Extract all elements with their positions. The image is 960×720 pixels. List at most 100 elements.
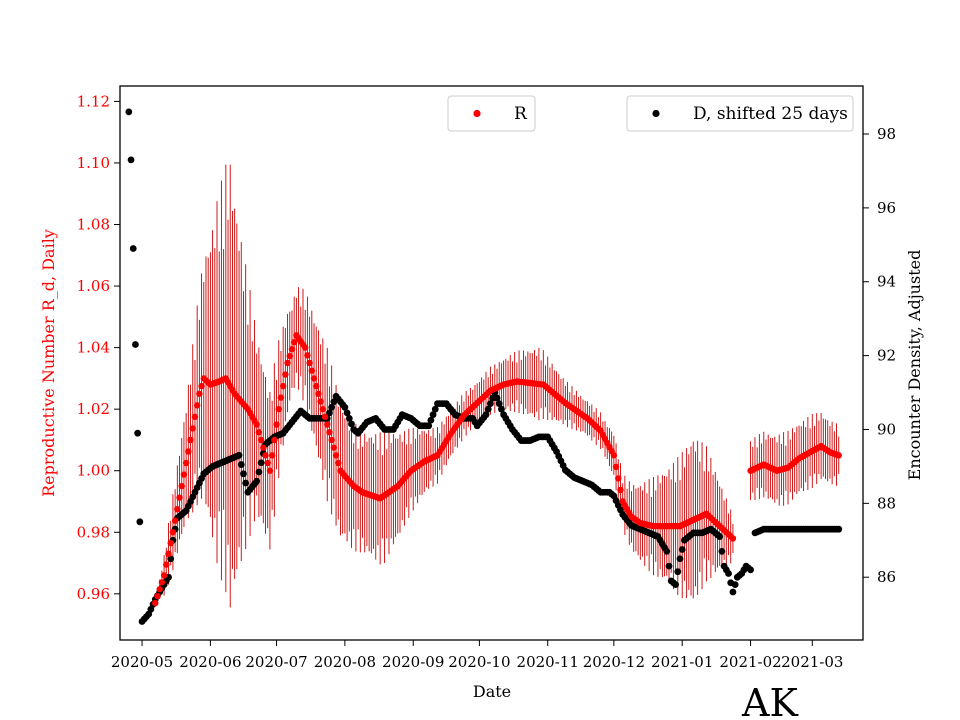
x-tick-label: 2020-09 [382, 653, 444, 671]
r-data-point [273, 421, 280, 428]
d-data-point [731, 581, 739, 588]
d-data-point [348, 420, 355, 428]
d-data-point [495, 400, 503, 408]
x-tick-label: 2020-10 [448, 653, 510, 671]
r-data-point [176, 494, 183, 501]
d-data-point [493, 394, 501, 402]
d-data-point [678, 546, 686, 553]
legend-r-label: R [514, 104, 528, 124]
y-left-tick-label: 1.06 [77, 277, 110, 295]
d-data-point [125, 108, 133, 116]
d-data-point [257, 459, 265, 467]
x-tick-label: 2021-02 [719, 653, 781, 671]
d-data-point [429, 411, 437, 419]
r-series-points [152, 332, 842, 607]
d-data-point [240, 470, 247, 478]
legend-r-marker [473, 109, 481, 118]
r-data-point [610, 452, 618, 459]
y-right-tick-label: 86 [877, 568, 896, 586]
r-data-point [271, 436, 278, 444]
d-data-point [725, 570, 732, 577]
r-data-point [169, 529, 177, 536]
r-data-point [279, 382, 287, 390]
r-data-point [191, 413, 199, 421]
x-tick-label: 2020-05 [111, 653, 173, 671]
r-data-point [193, 402, 201, 409]
y-right-tick-label: 98 [877, 125, 896, 143]
r-data-point [330, 444, 338, 451]
d-data-point [326, 409, 333, 417]
r-data-point [185, 448, 192, 455]
d-data-point [134, 429, 142, 437]
r-data-point [317, 398, 324, 405]
r-data-point [284, 359, 291, 367]
x-axis-label: Date [473, 682, 511, 701]
y-right-axis-label: Encounter Density, Adjusted [905, 250, 924, 481]
y-left-tick-label: 1.08 [77, 216, 110, 234]
d-data-point [242, 479, 250, 487]
r-data-point [257, 436, 265, 444]
y-left-tick-label: 0.98 [77, 523, 110, 541]
r-data-point [156, 586, 163, 593]
d-data-point [676, 555, 684, 563]
y-left-tick-label: 1.12 [77, 92, 110, 110]
r-data-point [178, 482, 185, 490]
d-data-point [672, 581, 679, 588]
r-data-point [282, 371, 289, 378]
r-data-point [835, 452, 842, 459]
d-data-point [136, 518, 144, 526]
r-data-point [310, 375, 318, 382]
r-data-point [304, 352, 311, 359]
r-data-point [306, 359, 313, 367]
d-data-point [835, 525, 843, 533]
y-right-tick-label: 88 [877, 494, 896, 512]
d-data-point [132, 341, 139, 348]
r-data-point [158, 579, 166, 586]
d-data-point [328, 403, 336, 411]
r-data-point [165, 550, 172, 558]
d-series-points [125, 108, 843, 625]
r-data-point [612, 463, 620, 471]
d-data-point [425, 422, 433, 430]
legend-d: D, shifted 25 days [626, 95, 854, 132]
x-tick-label: 2020-11 [517, 653, 579, 671]
r-data-point [321, 413, 329, 421]
d-data-point [665, 562, 673, 570]
y-right-tick-label: 94 [877, 273, 896, 291]
state-label: AK [741, 681, 798, 720]
r-data-point [253, 421, 260, 428]
r-data-point [326, 429, 333, 436]
r-data-point [615, 475, 622, 482]
d-data-point [129, 245, 137, 252]
r-data-point [160, 572, 168, 579]
y-right-axis-ticks: 86 88 90 92 94 96 98 [863, 125, 896, 586]
r-data-point [275, 405, 282, 413]
r-data-point [290, 339, 298, 346]
r-data-point [268, 452, 276, 459]
r-data-point [286, 352, 293, 360]
y-left-tick-label: 1.04 [77, 339, 110, 357]
x-tick-label: 2020-07 [245, 653, 307, 671]
y-left-tick-label: 1.02 [77, 400, 110, 418]
r-data-point [266, 467, 274, 474]
r-data-point [335, 459, 342, 467]
r-data-point [187, 436, 194, 444]
r-data-point [315, 390, 322, 397]
r-data-point [163, 561, 170, 568]
r-data-point [167, 539, 174, 547]
y-left-tick-label: 1.10 [77, 154, 110, 172]
r-data-point [260, 444, 267, 451]
legend-d-label: D, shifted 25 days [693, 104, 848, 124]
r-data-point [262, 452, 269, 459]
y-right-tick-label: 90 [877, 420, 896, 438]
d-data-point [343, 409, 351, 417]
legend-d-box [626, 95, 854, 132]
d-data-point [486, 400, 494, 408]
d-data-point [674, 568, 682, 576]
y-left-tick-label: 1.00 [77, 462, 110, 480]
r-data-point [198, 382, 205, 390]
d-data-point [255, 468, 263, 476]
r-data-point [308, 367, 316, 374]
r-data-point [313, 382, 320, 390]
